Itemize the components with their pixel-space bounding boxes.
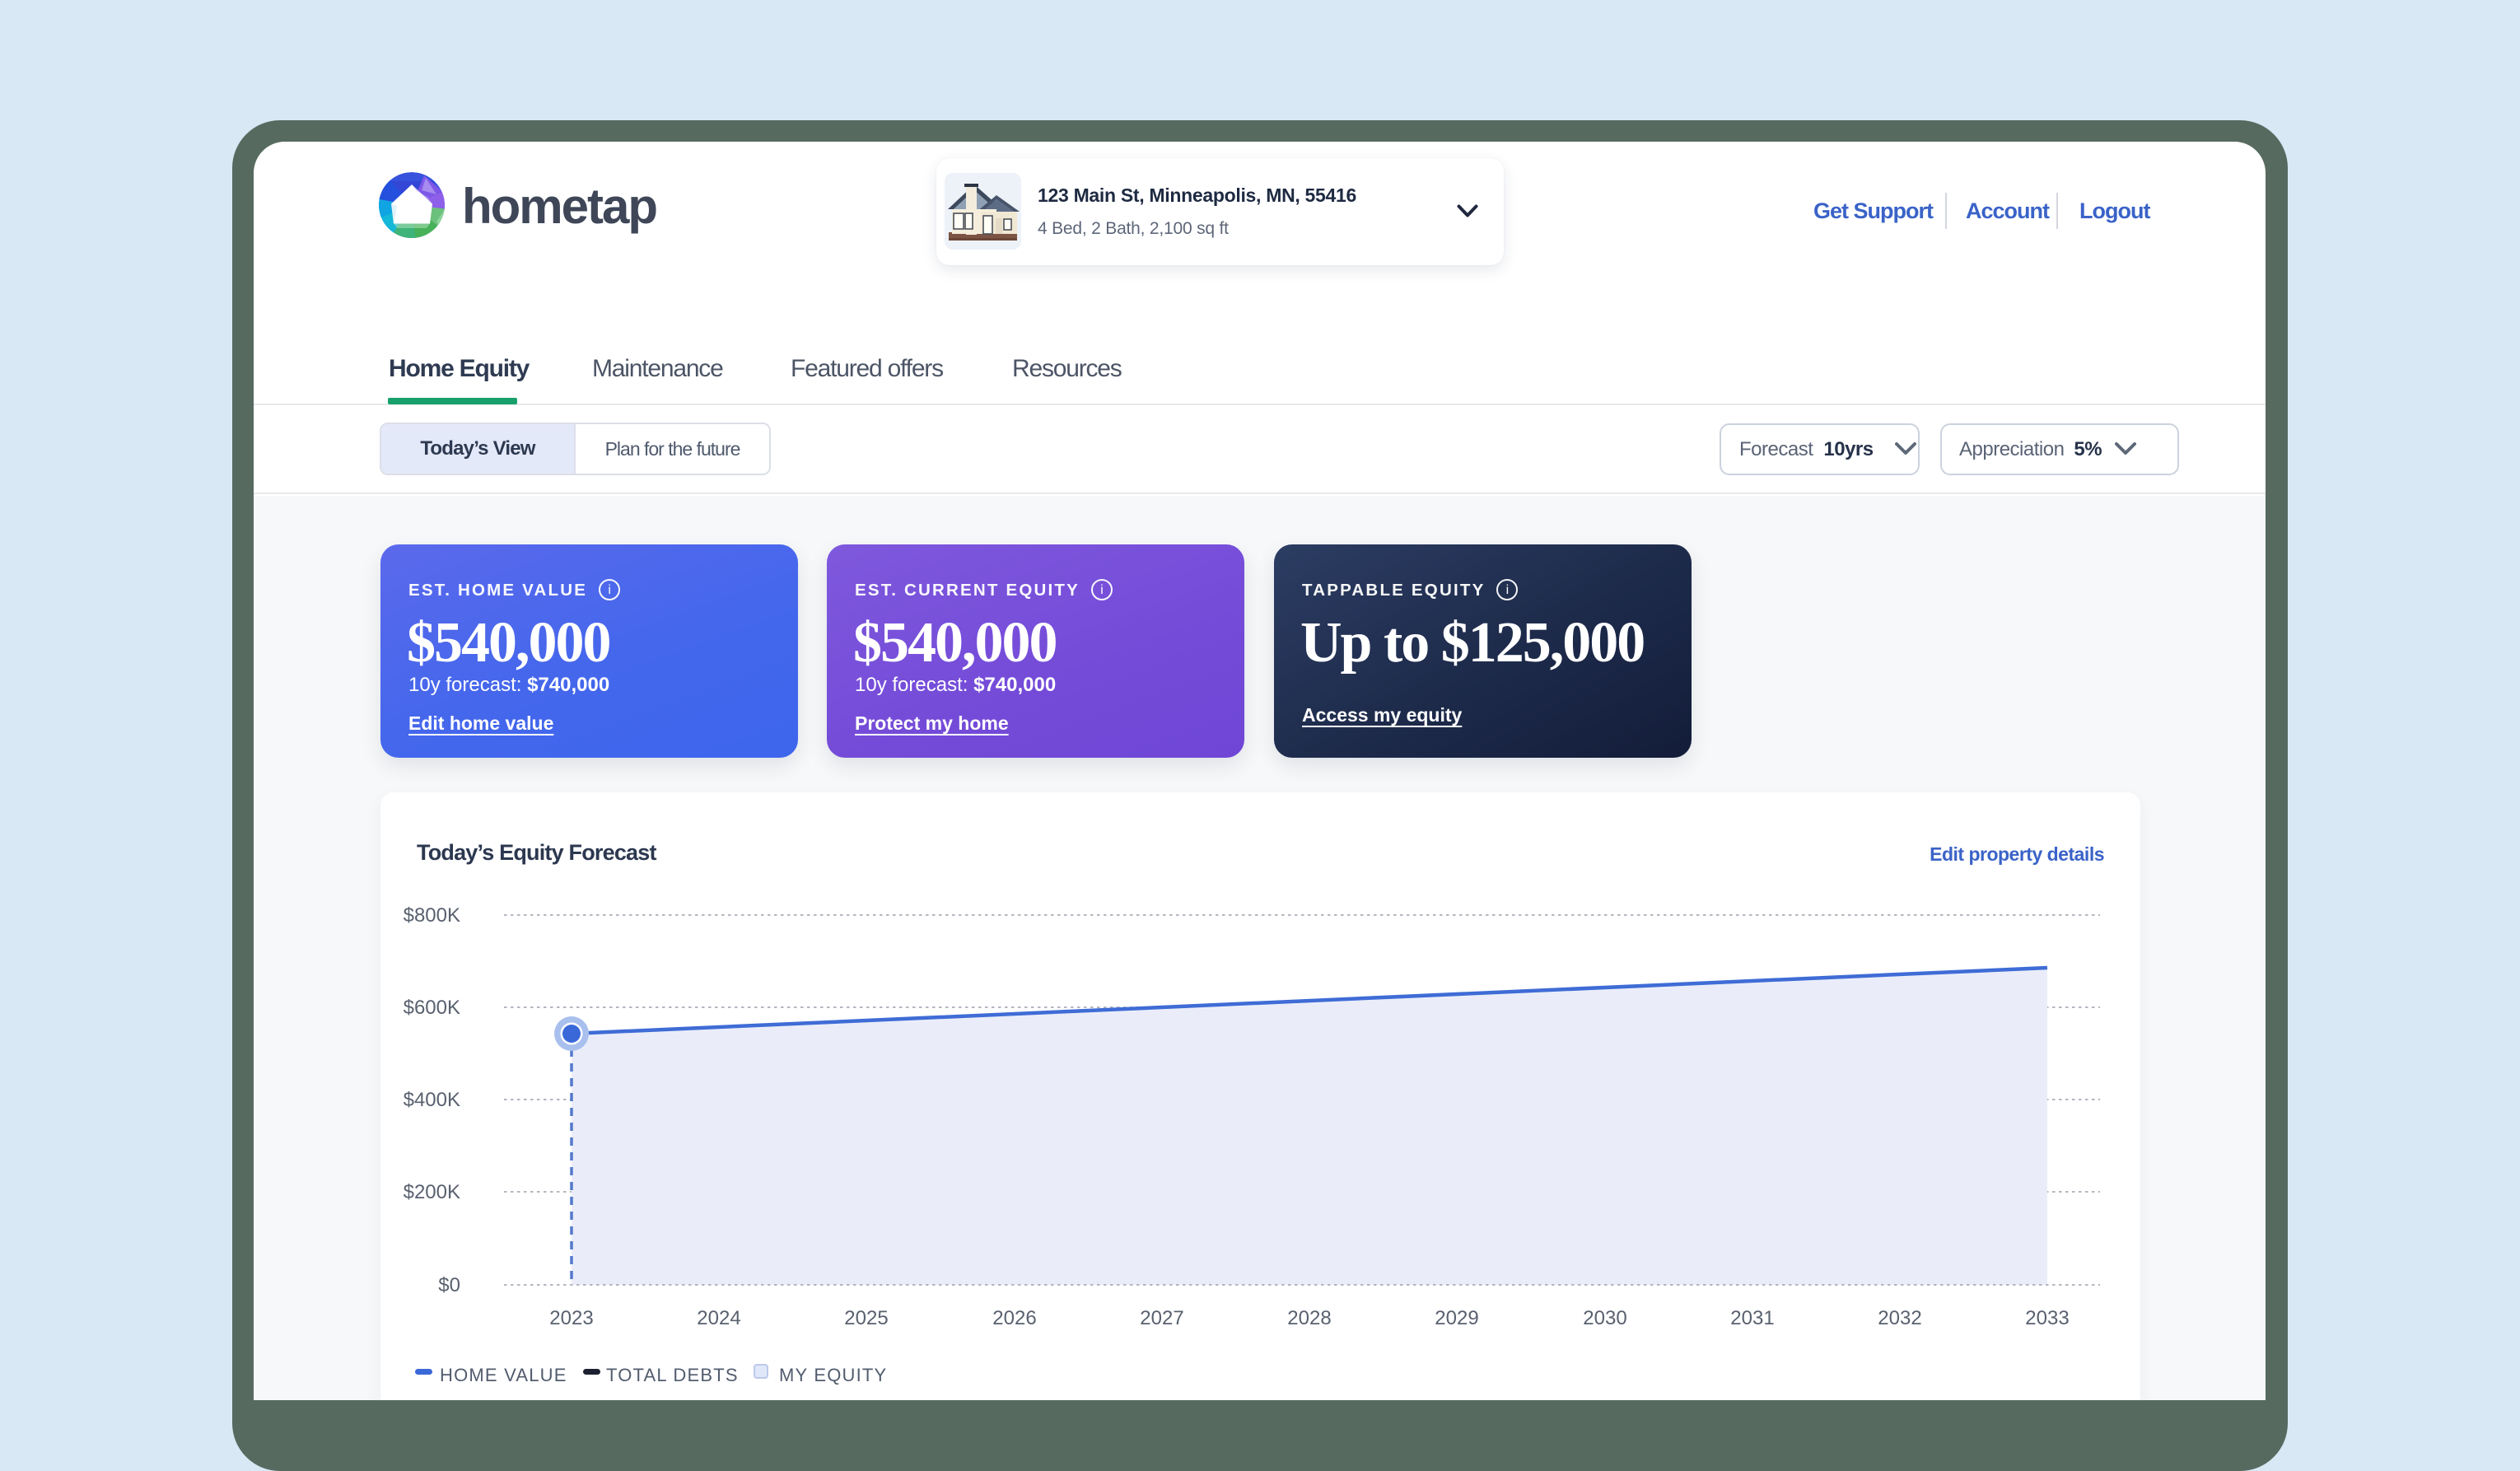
svg-text:2025: 2025 [844,1307,888,1329]
svg-text:2033: 2033 [2025,1307,2069,1329]
svg-text:$800K: $800K [404,904,460,927]
svg-text:2028: 2028 [1287,1307,1331,1329]
svg-text:$0: $0 [438,1274,460,1296]
svg-text:2029: 2029 [1435,1307,1478,1329]
svg-text:2030: 2030 [1583,1307,1626,1329]
svg-text:$400K: $400K [404,1089,460,1111]
svg-text:2027: 2027 [1140,1307,1183,1329]
svg-text:$600K: $600K [404,997,460,1019]
svg-text:$200K: $200K [404,1181,460,1203]
svg-text:2026: 2026 [992,1307,1036,1329]
svg-text:2024: 2024 [697,1307,740,1329]
svg-text:2023: 2023 [549,1307,593,1329]
svg-text:2032: 2032 [1878,1307,1921,1329]
svg-text:2031: 2031 [1730,1307,1774,1329]
